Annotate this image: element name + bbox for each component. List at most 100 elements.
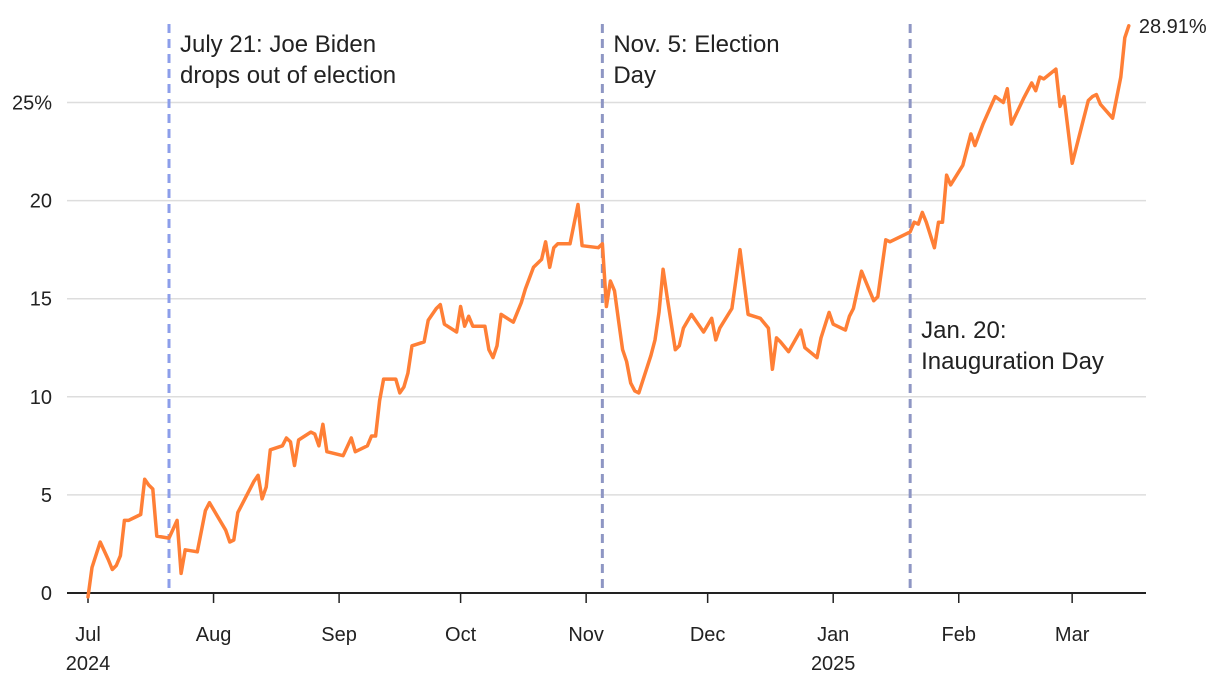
data-point — [690, 313, 692, 315]
data-point — [545, 241, 547, 243]
data-point — [933, 247, 935, 249]
data-point — [549, 266, 551, 268]
data-point — [715, 339, 717, 341]
data-point — [298, 439, 300, 441]
data-point — [678, 345, 680, 347]
y-tick-label: 10 — [30, 387, 52, 409]
data-point — [379, 400, 381, 402]
data-point — [889, 241, 891, 243]
data-point — [334, 453, 336, 455]
data-point — [776, 337, 777, 339]
data-point — [901, 235, 903, 237]
x-axis: Jul 2024 Aug Sep Oct Nov Dec Jan 2025 Feb Mar — [66, 593, 1090, 675]
data-point — [443, 323, 445, 325]
data-point — [354, 451, 356, 453]
data-point — [1128, 25, 1130, 27]
data-point — [938, 221, 939, 223]
x-tick-label: Dec — [690, 624, 726, 646]
data-point — [460, 306, 462, 307]
data-point — [921, 211, 923, 213]
data-point — [196, 551, 198, 553]
data-point — [265, 486, 267, 488]
data-point — [217, 516, 219, 517]
data-point — [800, 329, 802, 331]
data-point — [533, 266, 534, 268]
data-point — [456, 331, 458, 333]
data-point — [541, 258, 543, 260]
x-tick-label: Feb — [942, 624, 976, 646]
data-point — [852, 308, 854, 309]
data-point — [771, 368, 773, 370]
data-point — [350, 437, 352, 439]
data-point — [788, 351, 790, 353]
data-point — [423, 341, 425, 343]
data-point — [917, 223, 919, 225]
data-point — [626, 361, 628, 362]
data-point — [91, 567, 93, 568]
data-point — [180, 572, 182, 574]
y-tick-label: 20 — [30, 191, 52, 213]
x-tick-year-label: 2025 — [811, 653, 856, 675]
event-annotation-text: drops out of election — [180, 62, 396, 89]
y-tick-label: 25% — [12, 92, 52, 114]
data-point — [148, 484, 150, 486]
series-layer — [86, 24, 1131, 599]
data-point — [666, 296, 668, 298]
data-point — [634, 390, 636, 392]
data-point — [366, 445, 368, 447]
data-point — [925, 221, 927, 223]
data-point — [1006, 88, 1008, 90]
data-point — [820, 337, 822, 339]
data-point — [650, 355, 652, 357]
data-point — [970, 133, 972, 135]
data-point — [140, 514, 142, 515]
data-point — [1031, 82, 1033, 84]
data-point — [622, 349, 624, 351]
data-point — [1002, 102, 1004, 103]
data-point — [1100, 103, 1101, 105]
data-point — [703, 331, 705, 333]
data-point — [144, 478, 146, 480]
data-point — [654, 339, 656, 341]
data-point — [257, 474, 259, 476]
x-tick-label: Mar — [1055, 624, 1090, 646]
event-annotations: July 21: Joe Biden drops out of election N… — [167, 24, 1104, 593]
x-tick-year-label: 2024 — [66, 653, 111, 675]
data-point — [119, 555, 121, 557]
data-point — [128, 519, 129, 521]
event-annotation-text: Nov. 5: Election — [613, 31, 779, 58]
data-point — [512, 321, 514, 323]
x-tick-label: Jan — [817, 624, 849, 646]
data-point — [780, 341, 781, 343]
data-point — [371, 435, 372, 437]
data-point — [1063, 96, 1065, 98]
event-annotation-text: Day — [613, 62, 656, 89]
data-point — [1035, 90, 1037, 92]
x-tick-label: Nov — [568, 624, 604, 646]
data-point — [314, 433, 316, 435]
data-point — [747, 313, 749, 315]
data-point — [168, 537, 170, 539]
data-point — [326, 451, 328, 453]
data-point — [848, 315, 850, 317]
y-tick-label: 15 — [30, 289, 52, 311]
y-tick-label: 0 — [41, 583, 52, 605]
data-point — [318, 445, 320, 447]
data-point — [253, 480, 255, 482]
data-point — [946, 174, 948, 176]
data-point — [909, 231, 911, 233]
data-point — [285, 437, 287, 439]
data-point — [524, 288, 526, 290]
data-point — [237, 512, 239, 514]
data-point — [1120, 76, 1122, 78]
data-point — [1095, 94, 1097, 96]
data-point — [719, 327, 721, 329]
data-point — [225, 529, 227, 531]
data-point — [1059, 105, 1061, 107]
data-point — [492, 357, 494, 359]
data-point — [605, 306, 607, 307]
event-annotation-text: Jan. 20: — [921, 317, 1006, 344]
data-point — [735, 278, 737, 280]
data-point — [618, 319, 619, 321]
